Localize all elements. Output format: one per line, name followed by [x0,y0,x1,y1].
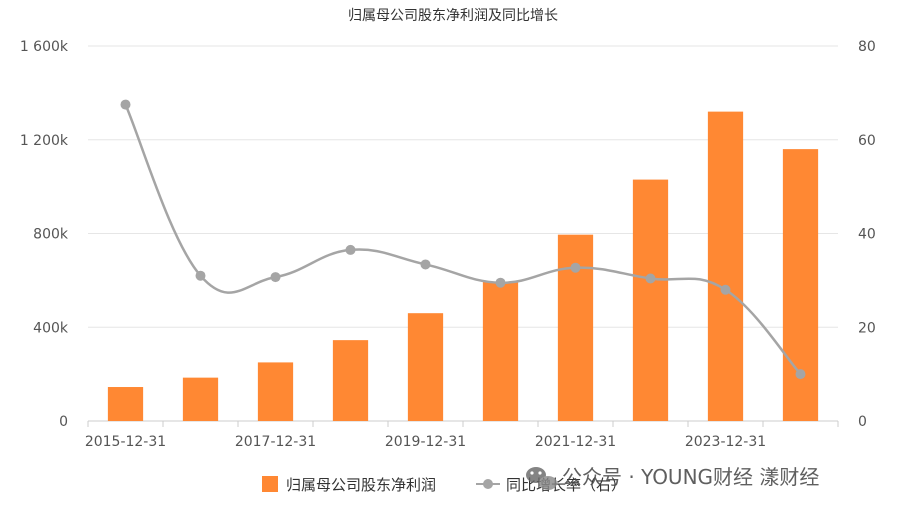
growth-point [645,273,656,284]
x-tick-label: 2017-12-31 [235,434,316,450]
bar [332,340,369,421]
bar [557,234,594,421]
growth-point [795,369,806,380]
x-tick-label: 2021-12-31 [535,434,616,450]
bar [482,281,519,421]
y-left-tick-label: 1 600k [20,39,69,55]
growth-point [420,259,431,270]
y-left-tick-label: 400k [33,320,69,336]
chart-title: 归属母公司股东净利润及同比增长 [348,7,558,24]
growth-point [720,284,731,295]
growth-point [195,270,206,281]
growth-point [345,244,356,255]
legend-bar-label: 归属母公司股东净利润 [286,476,436,494]
line-series [120,99,806,380]
bar [632,179,669,421]
y-right-tick-label: 40 [858,227,876,243]
bar-series [107,111,819,421]
x-tick-label: 2019-12-31 [385,434,466,450]
bar [782,149,819,421]
x-tick-label: 2023-12-31 [685,434,766,450]
y-left-tick-label: 1 200k [20,133,69,149]
growth-point [270,272,281,283]
bar [707,111,744,421]
legend-line-marker [483,479,493,489]
bar [407,313,444,421]
x-tick-label: 2015-12-31 [85,434,166,450]
growth-point [495,277,506,288]
y-right-tick-label: 20 [858,320,876,336]
watermark-text: 公众号 · YOUNG财经 漾财经 [562,465,819,489]
y-right-tick-label: 80 [858,39,876,55]
y-left-tick-label: 0 [59,414,68,430]
growth-line [124,104,802,375]
bar [257,362,294,421]
legend-bar-swatch [262,476,278,492]
x-axis: 2015-12-31 2017-12-31 2019-12-31 2021-12-31… [85,421,839,450]
y-right-tick-label: 60 [858,133,876,149]
legend: 归属母公司股东净利润 同比增长率（右） [262,476,626,494]
y-axis-left: 0 400k 800k 1 200k 1 600k [20,39,69,430]
wechat-icon [526,467,557,490]
growth-point [570,262,581,273]
bar [107,387,144,421]
y-axis-right: 0 20 40 60 80 [858,39,876,430]
y-right-tick-label: 0 [858,414,867,430]
bar [182,377,219,421]
watermark: 公众号 · YOUNG财经 漾财经 [526,465,819,490]
growth-point [120,99,131,110]
y-left-tick-label: 800k [33,227,69,243]
